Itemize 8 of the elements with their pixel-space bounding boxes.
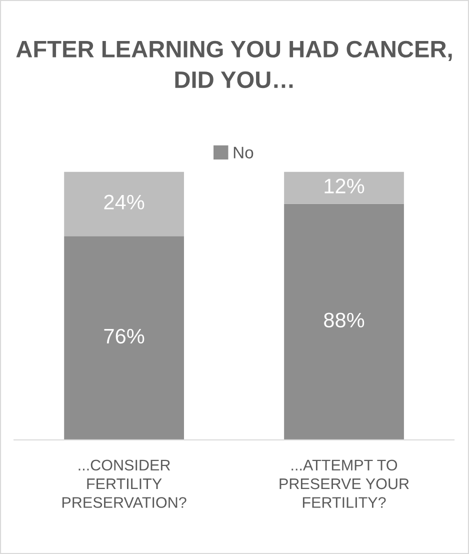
x-tick-label: ...ATTEMPT TO PRESERVE YOUR FERTILITY? bbox=[280, 460, 409, 508]
data-label: 76% bbox=[104, 328, 144, 344]
data-label: 12% bbox=[324, 178, 364, 194]
data-label: 88% bbox=[324, 312, 364, 328]
chart-title: AFTER LEARNING YOU HAD CANCER, DID YOU… bbox=[16, 40, 452, 88]
legend-label: No bbox=[234, 146, 254, 158]
x-tick-label: ...CONSIDER FERTILITY PRESERVATION? bbox=[62, 460, 186, 508]
data-label: 24% bbox=[104, 194, 144, 210]
